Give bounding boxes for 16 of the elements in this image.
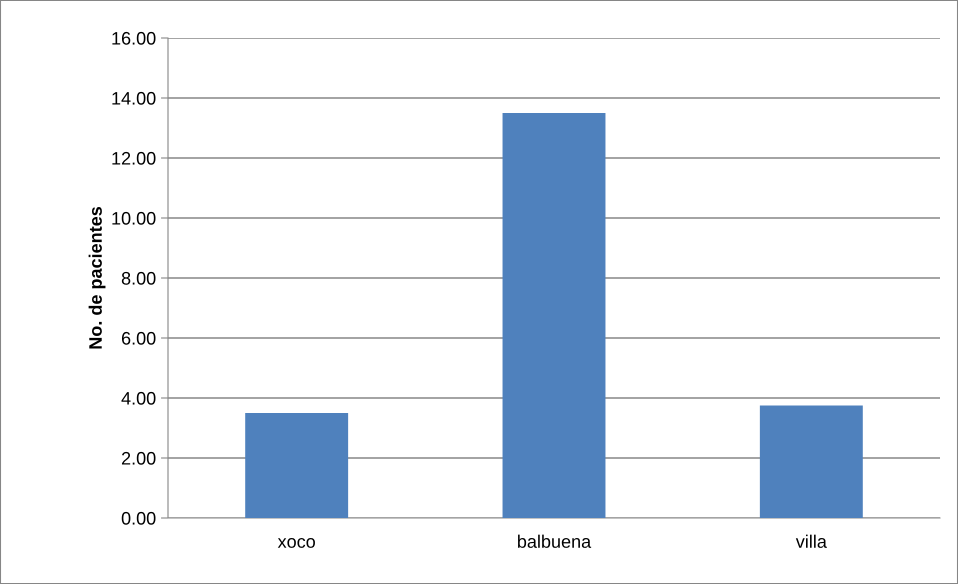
y-tick-label: 10.00 <box>112 212 156 225</box>
x-tick-label: xoco <box>278 538 315 548</box>
x-tick-label: villa <box>796 534 827 548</box>
y-tick-label: 12.00 <box>112 152 156 165</box>
y-tick-label: 2.00 <box>122 452 156 465</box>
bar <box>245 413 348 518</box>
y-tick-label: 8.00 <box>122 272 156 285</box>
bar <box>502 113 606 518</box>
y-tick-label: 4.00 <box>121 392 156 405</box>
y-tick-label: 0.00 <box>122 512 156 525</box>
y-tick-label: 14.00 <box>112 92 156 105</box>
bar <box>760 406 863 518</box>
y-axis-title: No. de pacientes <box>88 206 106 349</box>
y-tick-label: 16.00 <box>112 32 156 45</box>
y-tick-label: 6.00 <box>122 332 156 345</box>
x-tick-label: balbuena <box>518 534 592 548</box>
